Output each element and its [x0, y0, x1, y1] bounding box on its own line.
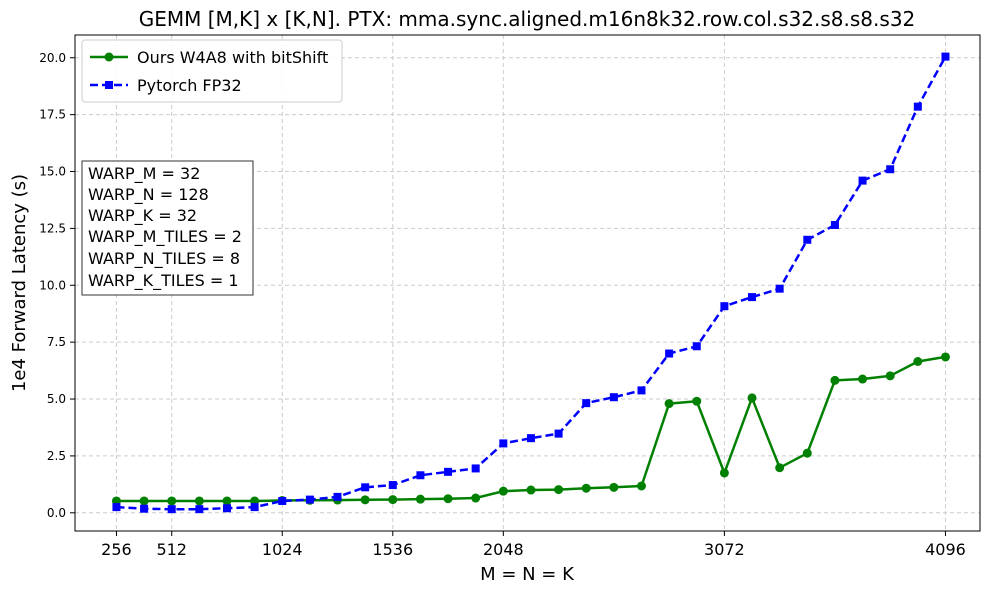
data-point-pytorch: [195, 505, 204, 514]
data-point-pytorch: [830, 220, 839, 229]
y-tick-label: 5.0: [47, 392, 66, 406]
x-axis-label: M = N = K: [480, 564, 575, 585]
y-tick-label: 15.0: [39, 165, 66, 179]
x-tick-label: 1536: [372, 540, 413, 559]
data-point-ours: [664, 399, 674, 409]
config-line: WARP_N_TILES = 8: [88, 249, 240, 269]
x-tick-label: 4096: [925, 540, 966, 559]
data-point-ours: [885, 371, 895, 381]
data-point-ours: [471, 493, 481, 503]
data-point-pytorch: [665, 349, 674, 358]
data-point-ours: [139, 496, 149, 506]
data-point-pytorch: [803, 235, 812, 244]
data-point-ours: [388, 495, 398, 505]
config-line: WARP_N = 128: [88, 185, 209, 205]
data-point-pytorch: [222, 504, 231, 513]
data-point-pytorch: [858, 176, 867, 185]
y-tick-label: 17.5: [39, 108, 66, 122]
data-point-pytorch: [499, 439, 508, 448]
data-point-pytorch: [692, 342, 701, 351]
config-line: WARP_M_TILES = 2: [88, 227, 242, 247]
data-point-pytorch: [913, 102, 922, 111]
data-point-pytorch: [167, 505, 176, 514]
data-point-ours: [498, 486, 508, 496]
series-group: [111, 52, 950, 514]
y-tick-label: 10.0: [39, 278, 66, 292]
data-point-ours: [692, 396, 702, 406]
data-point-ours: [360, 495, 370, 505]
data-point-pytorch: [388, 481, 397, 490]
data-point-ours: [415, 494, 425, 504]
y-tick-label: 0.0: [47, 506, 66, 520]
data-point-ours: [194, 496, 204, 506]
data-point-ours: [719, 468, 729, 478]
data-point-pytorch: [637, 386, 646, 395]
data-point-pytorch: [112, 503, 121, 512]
data-point-pytorch: [305, 495, 314, 504]
y-tick-label: 20.0: [39, 51, 66, 65]
legend-label-ours: Ours W4A8 with bitShift: [137, 48, 328, 67]
config-annotation: WARP_M = 32 WARP_N = 128 WARP_K = 32 WAR…: [81, 160, 254, 296]
plot-frame: [74, 34, 981, 532]
data-point-ours: [526, 485, 536, 495]
data-point-ours: [940, 352, 950, 362]
legend-label-pytorch: Pytorch FP32: [137, 76, 242, 95]
data-point-ours: [802, 448, 812, 458]
data-point-ours: [830, 375, 840, 385]
data-point-pytorch: [554, 429, 563, 438]
legend-marker-pytorch: [105, 81, 113, 89]
data-point-pytorch: [609, 393, 618, 402]
data-point-pytorch: [748, 293, 757, 302]
data-point-pytorch: [250, 503, 259, 512]
x-tick-label: 1024: [262, 540, 303, 559]
chart-title: GEMM [M,K] x [K,N]. PTX: mma.sync.aligne…: [139, 7, 916, 31]
data-point-pytorch: [720, 302, 729, 311]
config-line: WARP_K = 32: [88, 206, 197, 226]
data-point-pytorch: [444, 467, 453, 476]
data-point-ours: [222, 496, 232, 506]
data-point-pytorch: [416, 471, 425, 480]
y-axis: 0.0 2.5 5.0 7.5 10.0 12.5 15.0 17.5 20.0: [39, 51, 75, 520]
x-tick-label: 3072: [704, 540, 745, 559]
data-point-pytorch: [775, 284, 784, 293]
data-point-pytorch: [333, 492, 342, 501]
x-tick-label: 256: [101, 540, 132, 559]
legend-box: [81, 39, 343, 103]
data-point-ours: [858, 374, 868, 384]
data-point-ours: [913, 356, 923, 366]
x-tick-label: 512: [156, 540, 187, 559]
y-tick-label: 12.5: [39, 221, 66, 235]
data-point-pytorch: [278, 496, 287, 505]
config-box: [81, 160, 254, 296]
data-point-ours: [636, 481, 646, 491]
x-tick-label: 2048: [483, 540, 524, 559]
y-tick-label: 7.5: [47, 335, 66, 349]
y-tick-label: 2.5: [47, 449, 66, 463]
data-point-ours: [443, 494, 453, 504]
data-point-ours: [554, 485, 564, 495]
data-point-ours: [581, 483, 591, 493]
data-point-pytorch: [941, 52, 950, 61]
data-point-pytorch: [361, 483, 370, 492]
data-point-pytorch: [140, 504, 149, 513]
y-axis-label: 1e4 Forward Latency (s): [9, 174, 30, 392]
data-point-ours: [775, 463, 785, 473]
data-point-ours: [747, 393, 757, 403]
series-line-ours: [116, 355, 946, 503]
config-line: WARP_K_TILES = 1: [88, 271, 239, 291]
config-line: WARP_M = 32: [88, 164, 200, 184]
data-point-ours: [167, 496, 177, 506]
x-axis: 256 512 1024 1536 2048 3072 4096: [101, 531, 966, 559]
data-point-pytorch: [582, 399, 591, 408]
data-point-pytorch: [526, 434, 535, 443]
data-point-pytorch: [471, 464, 480, 473]
data-point-pytorch: [886, 165, 895, 174]
legend-marker-ours: [104, 52, 114, 62]
data-point-ours: [609, 482, 619, 492]
legend: Ours W4A8 with bitShift Pytorch FP32: [81, 39, 343, 103]
